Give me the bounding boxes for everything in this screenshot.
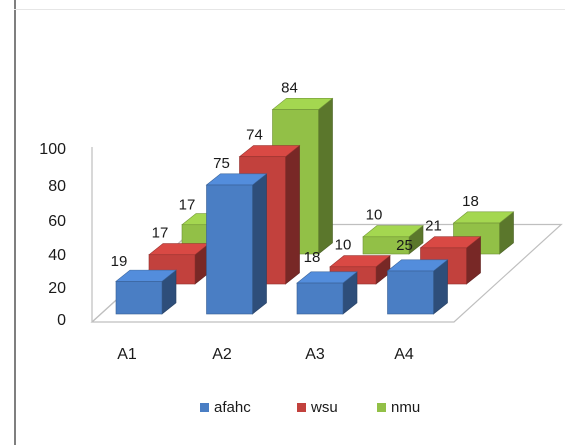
left-border (14, 0, 16, 445)
y-axis-ticks: 0 20 40 60 80 100 (39, 141, 66, 329)
data-label: 18 (462, 193, 479, 210)
y-tick-label: 80 (48, 178, 66, 195)
bar-nmu (362, 224, 424, 255)
x-axis-ticks: A1 A2 A3 A4 (117, 346, 414, 363)
bar-side (318, 97, 333, 255)
legend-label: nmu (391, 399, 420, 416)
bar-front (387, 270, 434, 315)
legend-label: afahc (214, 399, 251, 416)
y-tick-label: 40 (48, 247, 66, 264)
legend-swatch (200, 403, 209, 412)
bar-side (252, 173, 267, 315)
legend-swatch (297, 403, 306, 412)
data-labels: 17 84 10 18 17 74 10 21 19 75 18 25 (111, 79, 479, 270)
bar-afahc (205, 173, 268, 315)
y-tick-label: 0 (57, 312, 66, 329)
x-tick-label: A2 (212, 346, 232, 363)
bar-front (296, 282, 344, 315)
data-label: 10 (335, 237, 352, 254)
legend-swatch (377, 403, 386, 412)
data-label: 17 (179, 197, 196, 214)
x-tick-label: A1 (117, 346, 137, 363)
data-label: 19 (111, 253, 128, 270)
data-label: 75 (213, 155, 230, 172)
data-label: 18 (304, 249, 321, 266)
data-label: 25 (396, 237, 413, 254)
bars (115, 97, 515, 315)
x-tick-label: A4 (394, 346, 414, 363)
bar-side (285, 144, 300, 285)
bar-front (362, 236, 410, 255)
bar-front (115, 281, 163, 315)
y-tick-label: 20 (48, 280, 66, 297)
data-label: 84 (281, 79, 298, 96)
x-tick-label: A3 (305, 346, 325, 363)
data-label: 21 (425, 218, 442, 235)
bar-afahc (386, 259, 449, 315)
bar-afahc (296, 271, 358, 315)
y-tick-label: 60 (48, 213, 66, 230)
legend: afahc wsu nmu (200, 399, 420, 416)
y-tick-label: 100 (39, 141, 66, 158)
bar-front (206, 184, 253, 315)
legend-label: wsu (310, 399, 338, 416)
data-label: 10 (366, 207, 383, 224)
top-border (14, 9, 565, 10)
data-label: 74 (246, 127, 263, 144)
bar-afahc (115, 269, 177, 315)
data-label: 17 (152, 225, 169, 242)
